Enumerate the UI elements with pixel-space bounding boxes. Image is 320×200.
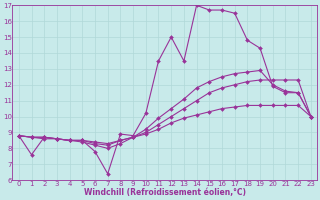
- X-axis label: Windchill (Refroidissement éolien,°C): Windchill (Refroidissement éolien,°C): [84, 188, 246, 197]
